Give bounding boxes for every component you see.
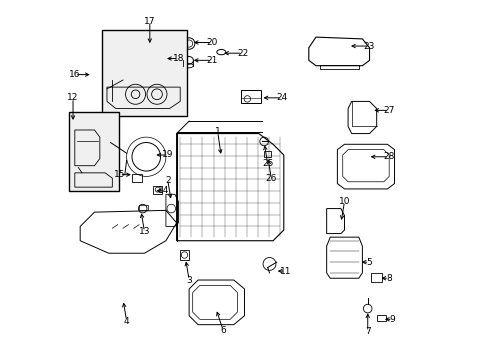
Text: 20: 20	[206, 38, 218, 47]
Text: 19: 19	[162, 150, 173, 159]
Text: 8: 8	[386, 274, 391, 283]
Bar	[370, 273, 381, 282]
Text: 14: 14	[158, 186, 169, 195]
Text: 17: 17	[144, 17, 155, 26]
Text: 3: 3	[186, 275, 192, 284]
Text: 21: 21	[206, 56, 218, 65]
Bar	[102, 30, 187, 116]
Text: 23: 23	[363, 41, 374, 50]
Text: 26: 26	[265, 174, 276, 183]
Bar	[153, 186, 162, 194]
Text: 12: 12	[67, 93, 79, 102]
Text: 16: 16	[69, 70, 81, 79]
Text: 22: 22	[237, 49, 248, 58]
Text: 1: 1	[214, 127, 220, 136]
Text: 9: 9	[389, 315, 395, 324]
Bar	[241, 90, 260, 103]
Text: 5: 5	[366, 258, 372, 267]
Bar	[132, 174, 142, 182]
Text: 15: 15	[114, 170, 125, 179]
Text: 11: 11	[279, 267, 291, 276]
Bar	[69, 112, 119, 191]
Text: 18: 18	[172, 54, 184, 63]
Text: 28: 28	[383, 152, 394, 161]
Text: 7: 7	[364, 327, 370, 336]
Text: 10: 10	[338, 197, 349, 206]
Text: 24: 24	[276, 93, 287, 102]
Text: 13: 13	[139, 227, 150, 236]
Bar	[376, 315, 385, 321]
Text: 2: 2	[164, 176, 170, 185]
Text: 25: 25	[262, 159, 273, 168]
Bar	[139, 205, 148, 210]
Text: 4: 4	[123, 316, 129, 325]
Text: 6: 6	[220, 325, 225, 334]
Text: 27: 27	[383, 106, 394, 115]
Bar	[264, 152, 270, 157]
